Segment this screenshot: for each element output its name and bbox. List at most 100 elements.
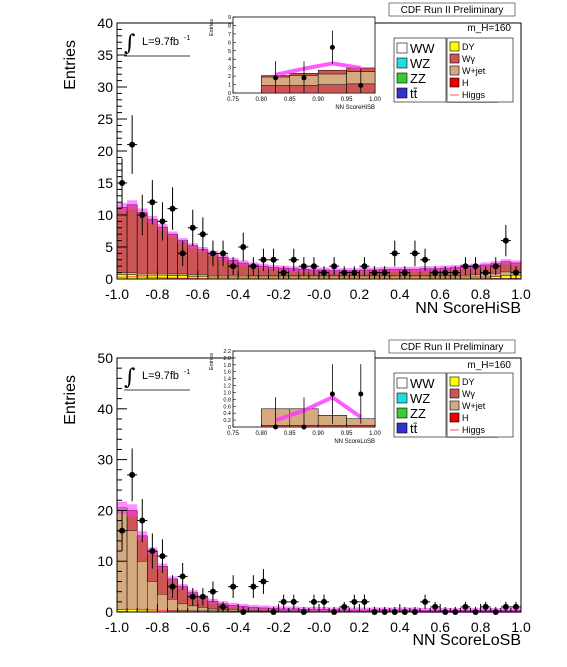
- xtick-label: -0.2: [267, 286, 291, 302]
- data-point: [482, 603, 489, 610]
- inset-xtick-label: 0.90: [312, 431, 324, 437]
- header-text: CDF Run II Preliminary: [401, 5, 504, 16]
- data-point: [260, 256, 267, 263]
- data-point: [361, 598, 368, 605]
- data-point: [411, 250, 418, 257]
- bin-wgamma: [187, 245, 199, 280]
- bin-dy: [157, 274, 168, 280]
- inset-ytick-label: 1: [228, 83, 231, 89]
- legend-swatch-W+jet: [449, 65, 460, 76]
- inset-xtick-label: 0.85: [284, 97, 296, 103]
- data-point: [331, 263, 338, 270]
- xtick-label: -1.0: [105, 286, 129, 302]
- xtick-label: -0.6: [186, 619, 210, 635]
- lumi-label: L=9.7fb: [142, 370, 179, 382]
- data-point: [432, 603, 439, 610]
- inset-xtick-label: 0.90: [312, 97, 324, 103]
- syst-band: [349, 607, 360, 613]
- inset-ytick-label: 1.2: [223, 384, 231, 390]
- data-point: [290, 256, 297, 263]
- data-point: [139, 517, 146, 524]
- legend-swatch-Wγ: [449, 53, 460, 64]
- legend-label: DY: [462, 377, 475, 387]
- syst-band: [500, 259, 511, 265]
- bin-wjet: [217, 274, 229, 278]
- panel-losb: -1.0 -0.8 -0.6 -0.4 -0.2 -0.0 0.2 0.4 0.6 0.8 1.00…: [62, 339, 531, 649]
- legend-swatch-ZZ: [396, 72, 408, 84]
- data-point: [391, 250, 398, 257]
- legend-swatch-WZ: [396, 392, 408, 404]
- legend-label: ZZ: [410, 71, 426, 86]
- data-point: [371, 269, 378, 276]
- inset-ytick-label: 1.4: [223, 377, 231, 383]
- inset-ytick-label: 8: [228, 23, 231, 29]
- bin-wjet: [227, 274, 239, 278]
- syst-band: [228, 602, 239, 608]
- inset-xtick-label: 0.75: [227, 431, 239, 437]
- inset-ytick-label: 1.6: [223, 370, 231, 376]
- inset-ytick-label: 0: [228, 91, 231, 97]
- bin-wjet: [237, 274, 249, 278]
- data-point: [452, 269, 459, 276]
- data-point: [119, 527, 126, 534]
- legend-swatch-H: [449, 77, 460, 88]
- inset-data-point: [329, 391, 335, 397]
- xtick-label: 1.0: [511, 286, 531, 302]
- data-point: [220, 603, 227, 610]
- legend-swatch-H: [449, 412, 460, 423]
- xtick-label: 0.8: [471, 286, 491, 302]
- legend-label: WZ: [410, 56, 430, 71]
- bin-wjet: [157, 273, 168, 276]
- syst-band: [167, 231, 178, 237]
- lumi-sup: -1: [184, 35, 190, 42]
- ytick-label: 25: [97, 111, 113, 127]
- inset-ytick-label: 0: [228, 425, 231, 431]
- bin-wjet: [177, 273, 188, 277]
- legend-label: H: [462, 413, 469, 423]
- data-point: [502, 603, 509, 610]
- syst-band: [248, 604, 259, 610]
- legend-swatch-tt̄: [396, 87, 408, 99]
- data-point: [270, 256, 277, 263]
- ytick-label: 10: [97, 553, 113, 569]
- xtick-label: 0.2: [350, 286, 370, 302]
- inset-xtick-label: 0.85: [284, 431, 296, 437]
- syst-band: [480, 262, 491, 268]
- syst-band: [238, 603, 249, 609]
- bin-wjet: [147, 581, 158, 611]
- bin-wjet: [177, 603, 188, 611]
- legend-label: Higgs: [462, 90, 486, 100]
- data-point: [321, 269, 328, 276]
- syst-band: [420, 607, 431, 614]
- data-point: [149, 548, 156, 555]
- syst-band: [359, 607, 370, 613]
- inset-ytick-label: 0.6: [223, 404, 231, 410]
- bin-wjet: [126, 272, 138, 275]
- data-point: [199, 231, 206, 238]
- syst-band: [308, 606, 319, 612]
- syst-band: [127, 200, 138, 210]
- legend-swatch-ZZ: [396, 407, 408, 419]
- legend-swatch-WW: [396, 377, 408, 389]
- xtick-label: 0.6: [430, 286, 450, 302]
- ytick-label: 0: [105, 604, 113, 620]
- xtick-label: 0.2: [350, 619, 370, 635]
- legend-label: ZZ: [410, 406, 426, 421]
- xtick-label: -0.4: [226, 286, 250, 302]
- ytick-label: 15: [97, 175, 113, 191]
- inset-data-point: [301, 75, 307, 81]
- legend-swatch-DY: [449, 376, 460, 387]
- data-point: [300, 263, 307, 270]
- inset-x-axis-label: NN ScoreHiSB: [335, 105, 375, 111]
- data-point: [462, 263, 469, 270]
- data-point: [149, 199, 156, 206]
- data-point: [220, 250, 227, 257]
- inset-ytick-label: 3: [228, 66, 231, 72]
- bin-wgamma: [116, 207, 128, 280]
- legend-label: WW: [410, 41, 435, 56]
- bin-wjet: [187, 274, 198, 277]
- inset-xtick-label: 0.95: [341, 431, 353, 437]
- data-point: [250, 583, 257, 590]
- legend-label: tt̄: [410, 421, 418, 436]
- inset-xtick-label: 0.75: [227, 97, 239, 103]
